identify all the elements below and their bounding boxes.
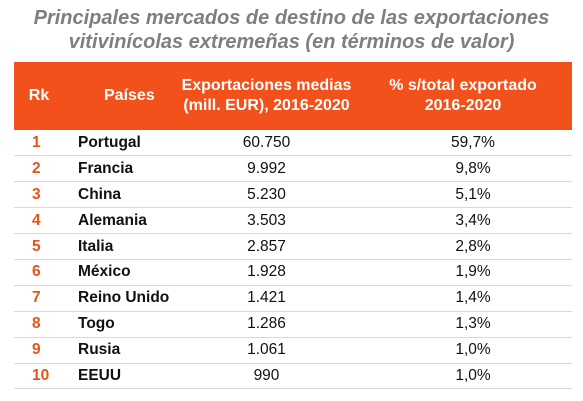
rank-cell: 2: [32, 159, 41, 177]
exports-cell: 1.286: [247, 315, 286, 333]
table-row: 6 México 1.928 1,9%: [14, 259, 572, 286]
share-cell: 1,0%: [455, 341, 491, 359]
share-cell: 1,3%: [455, 315, 491, 333]
rank-cell: 6: [32, 263, 41, 281]
exports-cell: 1.928: [247, 263, 286, 281]
exports-cell: 1.061: [247, 341, 286, 359]
share-cell: 1,0%: [455, 366, 491, 384]
exports-cell: 2.857: [247, 237, 286, 255]
country-cell: Rusia: [78, 341, 121, 359]
share-cell: 1,4%: [455, 289, 491, 307]
table-row: 7 Reino Unido 1.421 1,4%: [14, 285, 572, 312]
header-country: Países: [104, 87, 155, 104]
rank-cell: 4: [32, 211, 41, 229]
country-cell: Reino Unido: [78, 289, 170, 307]
country-cell: Alemania: [78, 211, 147, 229]
exports-table: Rk Países Exportaciones medias (mill. EU…: [14, 62, 572, 389]
table-row: 3 China 5.230 5,1%: [14, 182, 572, 208]
exports-cell: 9.992: [247, 159, 286, 177]
table-row: 1 Portugal 60.750 59,7%: [14, 130, 572, 156]
table-row: 4 Alemania 3.503 3,4%: [14, 208, 572, 234]
table-title-line2: vitivinícolas extremeñas (en términos de…: [68, 31, 515, 53]
country-cell: EEUU: [78, 366, 122, 384]
share-cell: 3,4%: [455, 211, 491, 229]
exports-cell: 1.421: [247, 289, 286, 307]
exports-cell: 5.230: [247, 185, 286, 203]
share-cell: 2,8%: [455, 237, 491, 255]
header-exports-line1: Exportaciones medias: [181, 77, 352, 94]
rank-cell: 8: [32, 315, 41, 333]
exports-cell: 990: [253, 366, 280, 384]
country-cell: México: [78, 263, 131, 281]
share-cell: 9,8%: [455, 159, 491, 177]
table-title: Principales mercados de destino de las e…: [0, 0, 583, 53]
rank-cell: 10: [32, 366, 50, 384]
header-share-line2: 2016-2020: [424, 97, 502, 114]
rank-cell: 9: [32, 341, 41, 359]
table-row: 9 Rusia 1.061 1,0%: [14, 337, 572, 364]
country-cell: Portugal: [78, 133, 141, 151]
rank-cell: 1: [32, 133, 41, 151]
exports-cell: 60.750: [242, 133, 291, 151]
country-cell: Italia: [78, 237, 114, 255]
share-cell: 5,1%: [455, 185, 491, 203]
share-cell: 1,9%: [455, 263, 491, 281]
table-row: 5 Italia 2.857 2,8%: [14, 234, 572, 260]
rank-cell: 3: [32, 185, 41, 203]
header-exports: Exportaciones medias (mill. EUR), 2016-2…: [179, 62, 354, 130]
table-header-row: Rk Países Exportaciones medias (mill. EU…: [14, 62, 572, 130]
table-row: 10 EEUU 990 1,0%: [14, 363, 572, 389]
rank-cell: 7: [32, 289, 41, 307]
share-cell: 59,7%: [451, 133, 495, 151]
country-cell: Togo: [78, 315, 115, 333]
exports-cell: 3.503: [247, 211, 286, 229]
header-share: % s/total exportado 2016-2020: [354, 62, 572, 130]
header-exports-line2: (mill. EUR), 2016-2020: [183, 97, 350, 114]
country-cell: Francia: [78, 159, 134, 177]
header-share-line1: % s/total exportado: [389, 77, 537, 94]
table-row: 8 Togo 1.286 1,3%: [14, 311, 572, 338]
table-title-line1: Principales mercados de destino de las e…: [33, 7, 550, 29]
header-rank: Rk: [28, 87, 50, 104]
table-row: 2 Francia 9.992 9,8%: [14, 156, 572, 182]
rank-cell: 5: [32, 237, 41, 255]
country-cell: China: [78, 185, 122, 203]
